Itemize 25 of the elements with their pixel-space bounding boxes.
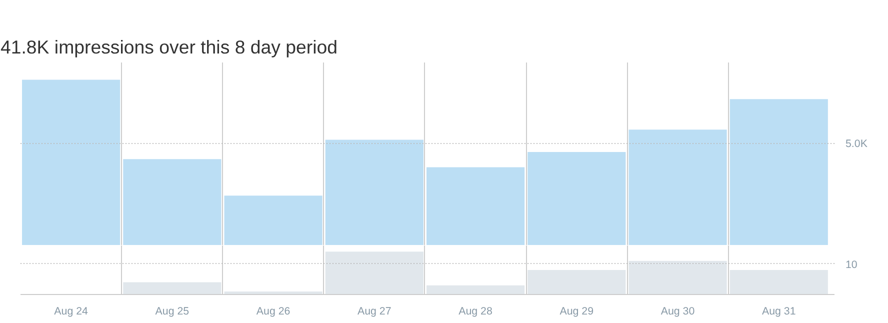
x-tick-label: Aug 27 bbox=[358, 306, 392, 318]
bar bbox=[123, 282, 222, 294]
bar bbox=[628, 130, 727, 245]
x-tick-label: Aug 24 bbox=[54, 306, 88, 318]
bar bbox=[730, 99, 828, 245]
chart-title: 41.8K impressions over this 8 day period bbox=[0, 36, 338, 58]
bar bbox=[628, 260, 727, 294]
x-tick-label: Aug 30 bbox=[660, 306, 695, 318]
x-tick-label: Aug 26 bbox=[256, 306, 290, 318]
x-tick-label: Aug 29 bbox=[560, 306, 594, 318]
x-tick-label: Aug 31 bbox=[762, 306, 796, 318]
bar bbox=[325, 140, 424, 245]
bar bbox=[730, 270, 828, 294]
bar bbox=[528, 152, 626, 245]
bar bbox=[224, 196, 322, 245]
x-tick-label: Aug 28 bbox=[458, 306, 492, 318]
y-tick-label: 5.0K bbox=[846, 138, 868, 150]
bar bbox=[528, 270, 626, 294]
x-tick-label: Aug 25 bbox=[155, 306, 190, 318]
bar bbox=[123, 159, 222, 245]
bar bbox=[426, 167, 525, 245]
y-tick-label: 10 bbox=[846, 258, 858, 271]
bar bbox=[22, 80, 120, 245]
bar bbox=[325, 252, 424, 294]
bar bbox=[426, 285, 525, 294]
